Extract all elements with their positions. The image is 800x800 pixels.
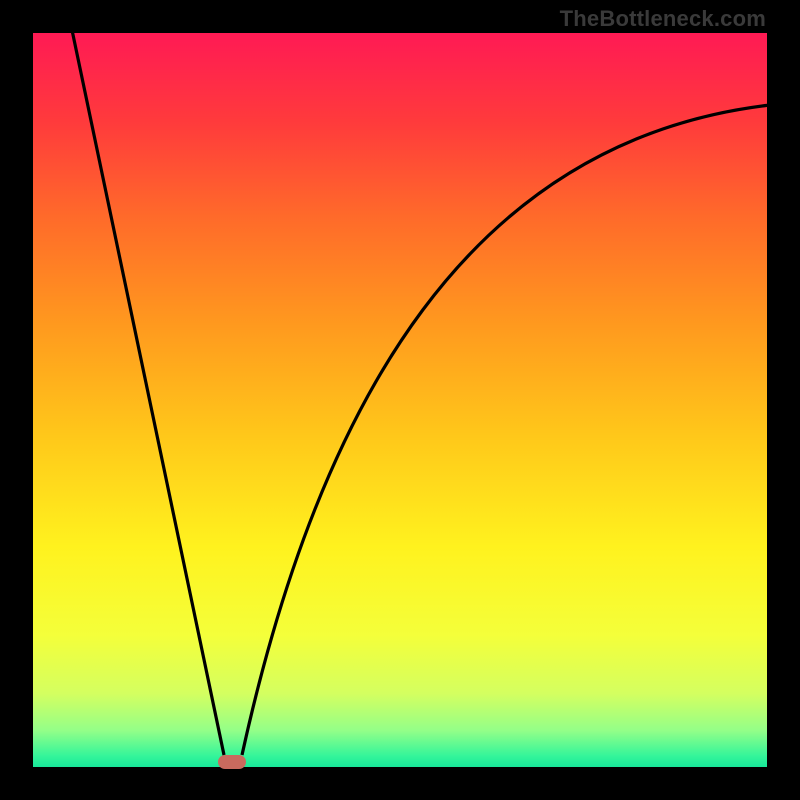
curve-left-segment — [72, 33, 224, 755]
watermark-text: TheBottleneck.com — [560, 6, 766, 32]
plot-area — [33, 33, 767, 767]
curve-right-segment — [242, 105, 767, 755]
canvas: TheBottleneck.com — [0, 0, 800, 800]
bottleneck-curve — [33, 33, 767, 767]
